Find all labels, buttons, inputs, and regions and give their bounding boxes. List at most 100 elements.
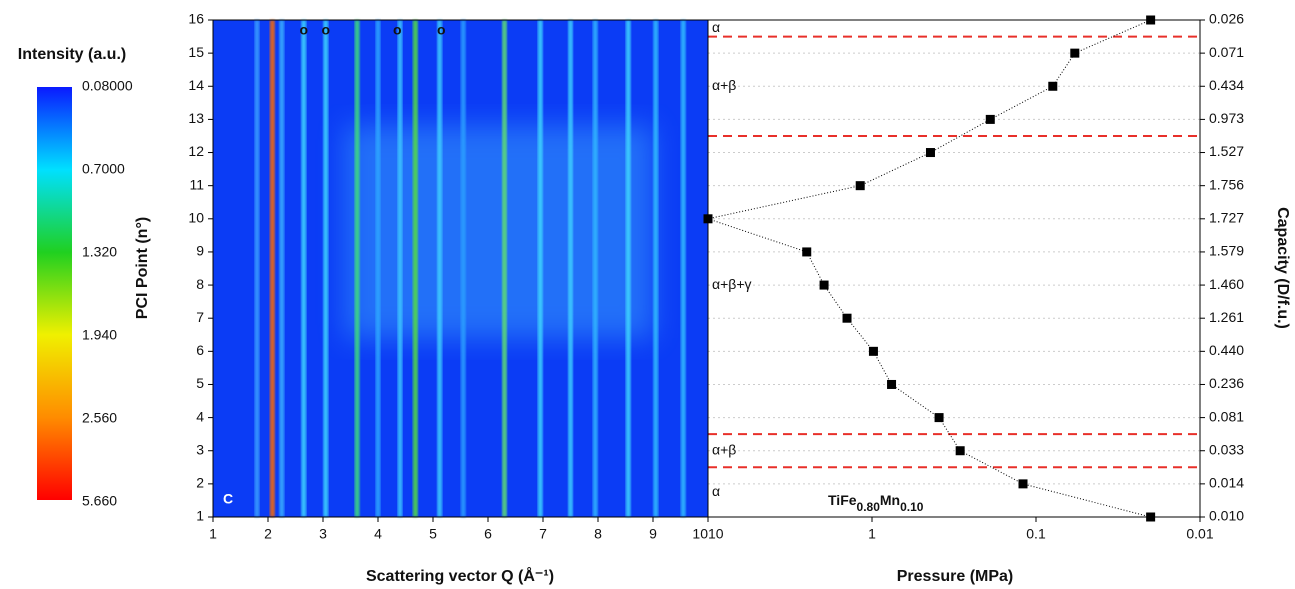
y-tick-label: 1 <box>196 508 204 524</box>
frame <box>707 19 1201 518</box>
peak-stripe <box>568 20 573 517</box>
colorbar-tick-label: 1.940 <box>82 327 117 343</box>
y-tick-label: 2 <box>196 475 204 491</box>
data-point <box>1070 48 1080 58</box>
y-tick-label: 10 <box>188 210 204 226</box>
colorbar-tick-label: 0.7000 <box>82 161 125 177</box>
x-axis-label: Scattering vector Q (Å⁻¹) <box>366 566 554 585</box>
y2-tick-label: 0.071 <box>1209 44 1244 60</box>
formula: TiFe0.80Mn0.10 <box>828 492 924 514</box>
data-point <box>934 413 944 423</box>
y2-tick-label: 1.727 <box>1209 210 1244 226</box>
heatmap-glow <box>345 126 653 339</box>
x-tick-label: 4 <box>374 526 382 542</box>
y-tick-label: 7 <box>196 309 204 325</box>
x-tick-label: 7 <box>539 526 547 542</box>
y2-axis-label: Capacity (D/f.u.) <box>1274 207 1291 329</box>
peak-stripe <box>680 20 686 517</box>
y-tick-label: 14 <box>188 77 204 93</box>
peak-stripe <box>437 20 443 517</box>
data-point <box>955 446 965 456</box>
y2-tick-label: 0.010 <box>1209 508 1244 524</box>
y2-tick-label: 0.440 <box>1209 342 1244 358</box>
x-tick-label: 1 <box>868 526 876 542</box>
formula-part: Mn <box>880 492 900 508</box>
peak-marker: o <box>299 22 308 38</box>
phase-label: α <box>712 483 720 499</box>
data-point <box>925 148 935 158</box>
y2-tick-label: 0.236 <box>1209 375 1244 391</box>
peak-stripe <box>301 20 307 517</box>
x-tick-label: 8 <box>594 526 602 542</box>
data-point <box>985 114 995 124</box>
peak-stripe <box>625 20 631 517</box>
peak-stripe <box>279 20 285 517</box>
colorbar-tick-label: 2.560 <box>82 410 117 426</box>
peak-stripe <box>502 20 507 517</box>
phase-label: α+β <box>712 77 736 93</box>
phase-label: α+β <box>712 441 736 457</box>
x-tick-label: 0.01 <box>1186 526 1213 542</box>
x-tick-label: 2 <box>264 526 272 542</box>
colorbar-tick-label: 1.320 <box>82 244 117 260</box>
peak-stripe <box>397 20 403 517</box>
y-tick-label: 13 <box>188 110 204 126</box>
data-point <box>842 313 852 323</box>
y2-tick-label: 0.434 <box>1209 77 1244 93</box>
data-point <box>802 247 812 257</box>
plot-background <box>708 20 1200 517</box>
phase-label: α+β+γ <box>712 276 752 292</box>
x-axis-label: Pressure (MPa) <box>897 568 1014 585</box>
y2-tick-label: 0.081 <box>1209 408 1244 424</box>
y-tick-label: 12 <box>188 143 204 159</box>
peak-stripe <box>592 20 598 517</box>
data-point <box>855 181 865 191</box>
peak-stripe <box>375 20 381 517</box>
x-tick-label: 10 <box>708 526 724 542</box>
y-tick-label: 11 <box>189 176 204 192</box>
data-point <box>868 346 878 356</box>
y-tick-label: 5 <box>196 375 204 391</box>
data-point <box>1048 81 1058 91</box>
peak-stripe <box>354 20 360 517</box>
y-tick-label: 4 <box>196 408 204 424</box>
y-tick-label: 3 <box>196 441 204 457</box>
x-tick-label: 9 <box>649 526 657 542</box>
y2-tick-label: 1.460 <box>1209 276 1244 292</box>
colorbar-title: Intensity (a.u.) <box>18 46 126 63</box>
data-point <box>1018 479 1028 489</box>
peak-stripe <box>269 20 275 517</box>
y2-tick-label: 1.527 <box>1209 143 1244 159</box>
data-point <box>887 379 897 389</box>
y2-tick-label: 1.579 <box>1209 243 1244 259</box>
pressure-line <box>706 19 1151 518</box>
y2-tick-label: 0.033 <box>1209 441 1244 457</box>
peak-stripe <box>537 20 543 517</box>
colorbar-tick-label: 5.660 <box>82 493 117 509</box>
y2-tick-label: 0.973 <box>1209 110 1244 126</box>
peak-marker: o <box>393 22 402 38</box>
peak-stripe <box>653 20 659 517</box>
peak-stripe <box>323 20 329 517</box>
peak-marker: o <box>437 22 446 38</box>
y-tick-label: 16 <box>188 11 204 27</box>
formula-part: TiFe <box>828 492 857 508</box>
peak-stripe <box>460 20 466 517</box>
formula-part: 0.80 <box>857 500 881 514</box>
peak-marker: o <box>321 22 330 38</box>
peak-stripe <box>412 20 418 517</box>
y-tick-label: 8 <box>196 276 204 292</box>
y-tick-label: 15 <box>188 44 204 60</box>
x-tick-label: 1 <box>209 526 217 542</box>
data-point <box>819 280 829 290</box>
y2-tick-label: 1.756 <box>1209 176 1244 192</box>
y2-tick-label: 0.014 <box>1209 475 1244 491</box>
y-axis-label: PCI Point (n°) <box>134 217 151 319</box>
x-tick-label: 5 <box>429 526 437 542</box>
formula-part: 0.10 <box>900 500 924 514</box>
y-tick-label: 9 <box>196 243 204 259</box>
panel-label: C <box>223 491 233 507</box>
y-tick-label: 6 <box>196 342 204 358</box>
y2-tick-label: 0.026 <box>1209 11 1244 27</box>
